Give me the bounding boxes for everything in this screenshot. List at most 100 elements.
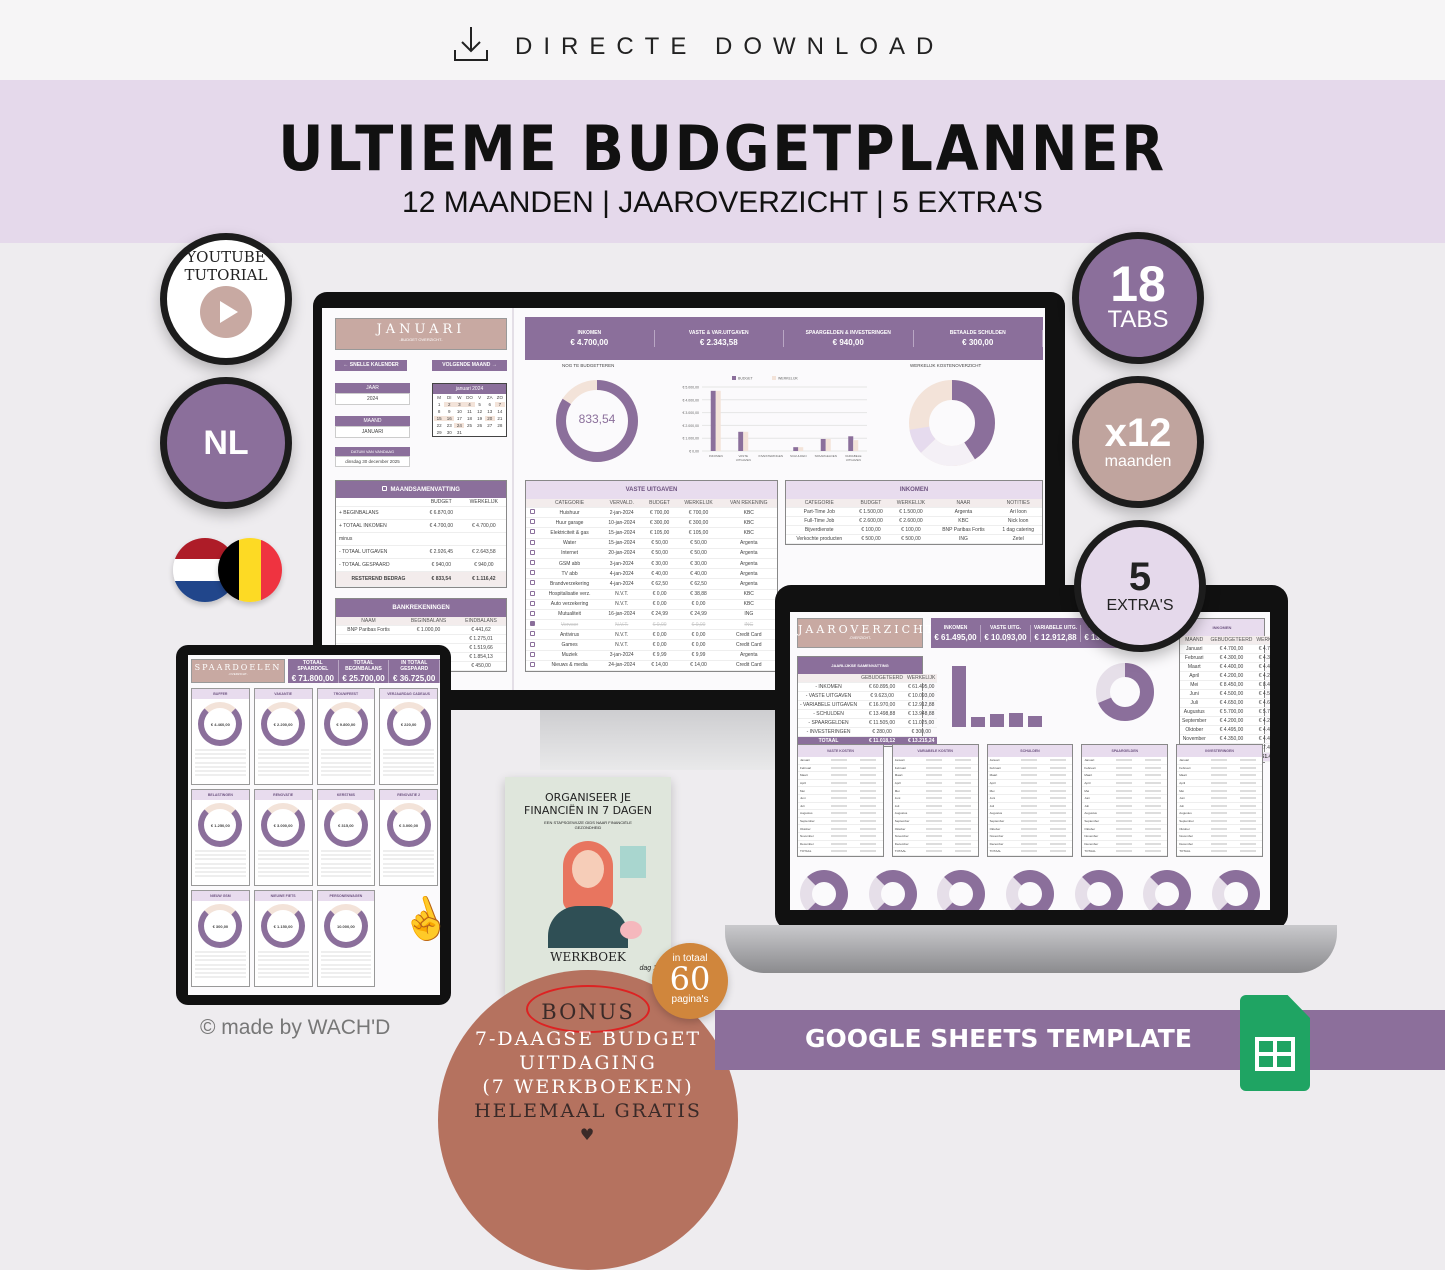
paid-checkbox[interactable] [529,590,535,596]
bar [793,447,799,451]
calendar-day[interactable]: 17 [456,416,462,421]
paid-checkbox[interactable] [529,641,535,647]
download-icon [454,27,488,61]
calendar-day[interactable]: 12 [477,409,483,414]
table-cell: € 30,00 [642,558,677,570]
calendar-day[interactable]: 22 [436,423,442,428]
calendar-day[interactable]: 30 [446,430,452,435]
paid-checkbox[interactable] [529,661,535,667]
calendar-day[interactable]: 8 [437,409,441,414]
paid-checkbox[interactable] [529,509,535,515]
calendar-day[interactable]: 29 [436,430,442,435]
workbook-label: WERKBOEK [550,950,626,964]
table-cell: BNP Paribas Fortis [336,625,401,635]
table-cell: - TOTAAL UITGAVEN [336,545,421,559]
calendar-day[interactable]: 24 [454,423,465,428]
calendar-day[interactable]: 18 [466,416,472,421]
months-badge: x12 maanden [1072,376,1204,508]
goal-name: RENOVATIE 2 [380,790,437,800]
calendar-day[interactable]: 11 [467,409,472,414]
table-cell: € 9,99 [642,650,677,661]
quick-calendar-button[interactable]: ← SNELLE KALENDER [335,360,407,371]
table-row: November€ 4.350,00€ 4.400,00 [1180,734,1270,744]
table-cell: - VARIABELE UITGAVEN [798,700,860,710]
calendar-day[interactable]: 6 [488,402,492,407]
extras-label: EXTRA'S [1106,597,1174,614]
paid-checkbox[interactable] [529,560,535,566]
table-row: Juli [798,802,883,811]
calendar-day[interactable]: 10 [456,409,462,414]
month-cell: September [798,817,825,826]
calendar-day[interactable]: 16 [444,416,455,421]
paid-checkbox[interactable] [529,549,535,555]
paid-checkbox[interactable] [529,631,535,637]
table-row: Full-Time Job € 2.600,00 € 2.600,00 KBC Nick… [786,516,1042,526]
table-cell: € 8.450,00 [1254,680,1270,690]
calendar-day[interactable]: 27 [487,423,493,428]
table-cell: € 4.700,00 [1254,644,1270,654]
table-row: September€ 4.200,00€ 4.200,00 [1180,716,1270,726]
column-header: NOTITIES [994,499,1042,508]
table-row: TOTAAL [798,847,883,856]
table-cell: 24-jan-2024 [600,660,643,672]
paid-checkbox[interactable] [529,519,535,525]
youtube-tutorial-badge[interactable]: YOUTUBE TUTORIAL [160,233,292,365]
kpi-bar: INKOMEN € 4.700,00 VASTE & VAR.UITGAVEN € 2… [525,317,1043,360]
bar [1028,716,1042,727]
calendar-day[interactable]: 13 [487,409,493,414]
table-cell: Credit Card [720,660,777,672]
table-row: Maart [1177,771,1262,780]
table-cell: - INKOMEN [798,682,860,692]
paid-checkbox[interactable] [529,621,535,627]
calendar-day[interactable]: 20 [484,416,495,421]
table-row: Juni [1177,794,1262,803]
table-cell: Credit Card [720,639,777,651]
table-row: - VARIABELE UITGAVEN € 16.970,00 € 12.912,… [798,700,938,710]
calendar-day[interactable]: 21 [497,416,503,421]
savings-goal-card: RENOVATIE 2 € 3.000,00 [379,789,438,886]
table-cell: KBC [720,507,777,519]
weekday-label: V [478,395,482,400]
table-row: Huishuur 2-jan-2024 € 700,00 € 700,00 KBC [526,507,777,519]
next-month-button[interactable]: VOLGENDE MAAND → [432,360,507,371]
paid-checkbox[interactable] [529,580,535,586]
table-cell [336,634,401,644]
calendar-day[interactable]: 3 [454,402,465,407]
paid-checkbox[interactable] [529,529,535,535]
table-row: September [892,817,978,826]
calendar-day[interactable]: 14 [497,409,503,414]
table-cell: € 4.400,00 [1254,662,1270,672]
calendar-day[interactable]: 28 [497,423,503,428]
table-row: Maart [892,771,978,780]
calendar-day[interactable]: 9 [447,409,451,414]
calendar-day[interactable]: 26 [477,423,483,428]
calendar[interactable]: januari 2024 M DI W DO V ZA ZO 1 2 3 4 5 6 7 8 9 10 11 12 13… [432,383,507,437]
calendar-day[interactable]: 1 [437,402,441,407]
calendar-day[interactable]: 2 [444,402,455,407]
category-title: VASTE KOSTEN [798,745,883,757]
table-cell: € 0,00 [642,639,677,651]
calendar-day[interactable]: 5 [478,402,481,407]
column-header [526,499,539,508]
month-cell: Juni [798,794,825,803]
calendar-day[interactable]: 25 [466,423,472,428]
paid-checkbox[interactable] [529,610,535,616]
calendar-day[interactable]: 31 [456,430,462,435]
table-row: April€ 4.200,00€ 4.200,00 [1180,671,1270,681]
paid-checkbox[interactable] [529,539,535,545]
calendar-day[interactable]: 23 [446,423,452,428]
table-cell: GSM abb [538,558,601,570]
category-donut [868,870,917,910]
paid-checkbox[interactable] [529,651,535,657]
calendar-day[interactable]: 15 [434,416,445,421]
month-field[interactable]: MAAND JANUARI [335,416,410,438]
top-bar [0,0,1445,80]
paid-checkbox[interactable] [529,570,535,576]
paid-checkbox[interactable] [529,600,535,606]
year-field[interactable]: JAAR 2024 [335,383,410,405]
bar [825,438,831,451]
calendar-day[interactable]: 19 [477,416,483,421]
calendar-day[interactable]: 4 [464,402,475,407]
calendar-day[interactable]: 7 [494,402,505,407]
table-row: GSM abb 3-jan-2024 € 30,00 € 30,00 Argenta [526,558,777,570]
